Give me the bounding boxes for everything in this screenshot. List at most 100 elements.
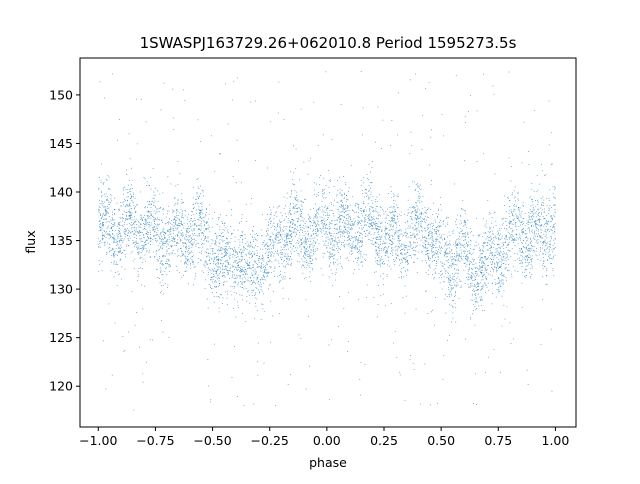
data-point: [406, 215, 408, 216]
data-point: [347, 226, 349, 228]
data-point: [252, 281, 254, 283]
data-point: [199, 185, 201, 187]
data-point: [224, 248, 225, 250]
data-point: [385, 228, 387, 230]
data-point: [238, 281, 240, 283]
data-point: [395, 253, 397, 255]
data-point: [288, 258, 290, 259]
data-point: [429, 230, 431, 232]
data-point: [278, 206, 280, 207]
data-point: [264, 269, 266, 271]
data-point: [333, 244, 335, 245]
data-point: [226, 250, 228, 251]
data-point: [193, 266, 195, 268]
data-point: [512, 192, 514, 194]
data-point: [202, 232, 204, 234]
data-point: [197, 186, 199, 188]
data-point: [185, 247, 187, 249]
data-point: [148, 216, 150, 218]
data-point: [397, 229, 399, 231]
data-point: [456, 243, 458, 244]
data-point: [106, 199, 107, 201]
data-point: [421, 251, 422, 253]
data-point: [106, 199, 107, 200]
data-point: [343, 307, 345, 309]
data-point: [251, 255, 253, 256]
data-point: [251, 275, 253, 276]
data-point: [268, 238, 270, 240]
data-point: [105, 212, 107, 214]
data-point: [188, 245, 190, 247]
data-point: [130, 214, 132, 215]
data-point: [455, 75, 457, 77]
data-point: [417, 190, 419, 192]
data-point: [234, 286, 236, 288]
data-point: [526, 223, 528, 224]
data-point: [401, 235, 403, 237]
data-point: [125, 200, 126, 202]
data-point: [529, 250, 531, 252]
data-point: [246, 274, 248, 275]
data-point: [519, 263, 521, 265]
data-point: [298, 243, 299, 245]
data-point: [544, 239, 546, 241]
data-point: [528, 248, 530, 250]
data-point: [478, 275, 480, 277]
data-point: [112, 253, 114, 254]
data-point: [162, 221, 163, 223]
data-point: [351, 209, 353, 211]
data-point: [276, 235, 277, 237]
data-point: [228, 262, 230, 264]
data-point: [193, 234, 195, 236]
data-point: [359, 241, 361, 243]
data-point: [163, 241, 165, 243]
data-point: [278, 254, 279, 256]
data-point: [392, 255, 394, 256]
data-point: [509, 250, 511, 252]
data-point: [463, 246, 465, 248]
data-point: [435, 268, 437, 270]
data-point: [185, 230, 187, 232]
data-point: [250, 234, 251, 235]
data-point: [248, 290, 250, 292]
data-point: [526, 255, 528, 257]
data-point: [176, 208, 178, 210]
data-point: [149, 339, 151, 340]
data-point: [350, 227, 352, 229]
data-point: [464, 224, 466, 226]
data-point: [182, 224, 183, 225]
data-point: [124, 198, 125, 200]
data-point: [200, 216, 201, 218]
data-point: [270, 212, 272, 214]
data-point: [504, 257, 506, 259]
data-point: [161, 248, 163, 250]
data-point: [217, 259, 218, 261]
data-point: [127, 235, 128, 237]
data-point: [514, 239, 516, 241]
data-point: [252, 226, 254, 227]
data-point: [225, 268, 227, 269]
data-point: [232, 275, 234, 277]
data-point: [526, 257, 528, 259]
data-point: [174, 219, 176, 220]
data-point: [259, 292, 261, 294]
data-point: [121, 239, 122, 241]
data-point: [504, 268, 506, 270]
data-point: [167, 259, 169, 260]
data-point: [414, 210, 416, 212]
data-point: [296, 260, 298, 262]
data-point: [134, 208, 135, 210]
data-point: [476, 271, 478, 272]
data-point: [458, 279, 460, 281]
data-point: [250, 268, 252, 270]
data-point: [240, 281, 242, 282]
data-point: [232, 274, 234, 275]
data-point: [251, 198, 252, 200]
data-point: [479, 267, 481, 269]
data-point: [315, 224, 317, 225]
data-point: [166, 258, 168, 260]
data-point: [467, 244, 469, 245]
data-point: [511, 194, 513, 195]
data-point: [239, 259, 241, 260]
data-point: [539, 222, 541, 223]
